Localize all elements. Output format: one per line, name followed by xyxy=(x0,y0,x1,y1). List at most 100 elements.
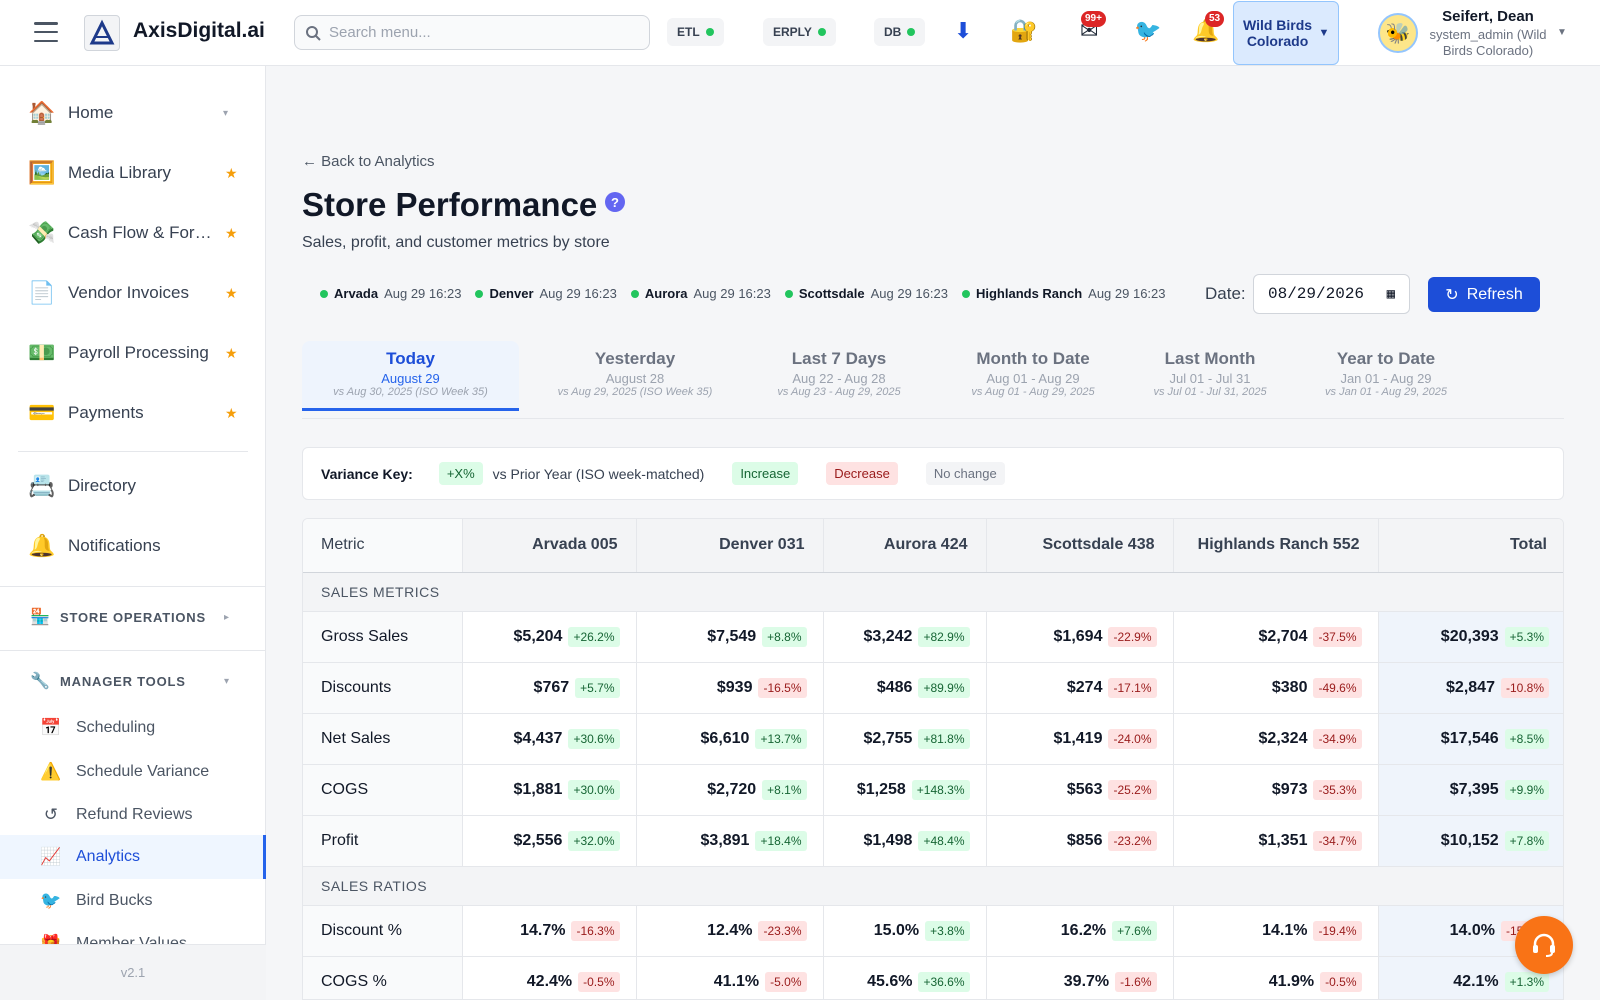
sidebar-item-analytics[interactable]: 📈 Analytics xyxy=(0,835,266,879)
metric-cell: $939 -16.5% xyxy=(636,662,824,714)
sidebar-item-bird-bucks[interactable]: 🐦 Bird Bucks xyxy=(0,879,266,923)
metric-cell: 45.6% +36.6% xyxy=(823,956,987,999)
variance-badge: -0.5% xyxy=(578,971,620,992)
tab-month-to-date[interactable]: Month to Date Aug 01 - Aug 29 vs Aug 01 … xyxy=(943,341,1123,411)
metric-value: $6,610 xyxy=(700,729,750,747)
variance-badge: +8.1% xyxy=(762,779,807,800)
support-chat-button[interactable] xyxy=(1515,916,1573,974)
metric-cell: $274 -17.1% xyxy=(986,662,1174,714)
sidebar-item-media-library[interactable]: 🖼️ Media Library ★ xyxy=(0,148,266,198)
mail-icon[interactable]: ✉ 99+ xyxy=(1080,11,1106,44)
refresh-icon: ↺ xyxy=(43,805,59,824)
metric-value: $4,437 xyxy=(513,729,563,747)
sidebar-item-scheduling[interactable]: 📅 Scheduling xyxy=(0,706,266,750)
etl-status[interactable]: ETL xyxy=(667,18,724,46)
table-row[interactable]: Discount % 14.7% -16.3% 12.4% -23.3% 15.0% +3.… xyxy=(303,905,1563,957)
tab-yesterday[interactable]: Yesterday August 28 vs Aug 29, 2025 (ISO… xyxy=(535,341,735,411)
tab-comparison: vs Jul 01 - Jul 31, 2025 xyxy=(1153,386,1267,398)
bell-icon[interactable]: 🔔 53 xyxy=(1192,11,1225,44)
table-row[interactable]: COGS % 42.4% -0.5% 41.1% -5.0% 45.6% +36.6% 39.… xyxy=(303,956,1563,999)
sidebar-item-schedule-variance[interactable]: ⚠️ Schedule Variance xyxy=(0,750,266,794)
variance-badge: +1.3% xyxy=(1504,971,1549,992)
metric-value: $10,152 xyxy=(1440,831,1499,849)
table-row[interactable]: Discounts $767 +5.7% $939 -16.5% $486 +89.9% $2… xyxy=(303,662,1563,714)
bird-icon[interactable]: 🐦 xyxy=(1134,18,1162,43)
search-input[interactable] xyxy=(329,24,629,41)
metric-cell: $767 +5.7% xyxy=(462,662,637,714)
variance-badge: -17.1% xyxy=(1108,677,1157,698)
table-row[interactable]: Gross Sales $5,204 +26.2% $7,549 +8.8% $3,242… xyxy=(303,611,1563,663)
metric-cell: $1,498 +48.4% xyxy=(823,815,987,867)
sync-time: Aug 29 16:23 xyxy=(693,286,771,301)
table-row[interactable]: Profit $2,556 +32.0% $3,891 +18.4% $1,498 +48.… xyxy=(303,815,1563,867)
tab-today[interactable]: Today August 29 vs Aug 30, 2025 (ISO Wee… xyxy=(302,341,519,411)
variance-badge: -37.5% xyxy=(1313,626,1362,647)
column-header[interactable]: Metric xyxy=(303,519,463,573)
metric-cell: $1,881 +30.0% xyxy=(462,764,637,816)
sidebar-item-cash-flow[interactable]: 💸 Cash Flow & Forecasting ★ xyxy=(0,208,266,258)
metric-cell: $7,395 +9.9% xyxy=(1378,764,1563,816)
section-manager-tools[interactable]: 🔧 MANAGER TOOLS ▾ xyxy=(0,661,266,701)
table-row[interactable]: Net Sales $4,437 +30.6% $6,610 +13.7% $2,755 +… xyxy=(303,713,1563,765)
variance-badge: -23.3% xyxy=(758,920,807,941)
lock-icon[interactable]: 🔐 xyxy=(1010,18,1038,43)
sidebar-item-directory[interactable]: 📇 Directory xyxy=(0,461,266,511)
date-input[interactable]: 08/29/2026 ▦ xyxy=(1253,274,1410,314)
tab-last-7-days[interactable]: Last 7 Days Aug 22 - Aug 28 vs Aug 23 - … xyxy=(749,341,929,411)
db-status[interactable]: DB xyxy=(874,18,926,46)
metric-name: COGS xyxy=(303,764,463,816)
sidebar-item-refund-reviews[interactable]: ↺ Refund Reviews xyxy=(0,793,266,837)
metric-name: Discount % xyxy=(303,905,463,957)
page-subtitle: Sales, profit, and customer metrics by s… xyxy=(302,234,610,251)
sidebar-item-payroll[interactable]: 💵 Payroll Processing ★ xyxy=(0,328,266,378)
table-row[interactable]: COGS $1,881 +30.0% $2,720 +8.1% $1,258 +148.3%… xyxy=(303,764,1563,816)
column-header[interactable]: Scottsdale 438 xyxy=(986,519,1174,573)
variance-badge: +30.0% xyxy=(568,779,620,800)
sidebar-item-label: Notifications xyxy=(68,536,161,555)
erply-status[interactable]: ERPLY xyxy=(763,18,836,46)
tab-last-month[interactable]: Last Month Jul 01 - Jul 31 vs Jul 01 - J… xyxy=(1135,341,1285,411)
section-label: MANAGER TOOLS xyxy=(60,673,186,689)
favorite-star-icon[interactable]: ★ xyxy=(225,284,238,301)
section-store-operations[interactable]: 🏪 STORE OPERATIONS ▸ xyxy=(0,597,266,637)
user-name[interactable]: Seifert, Dean xyxy=(1442,8,1534,25)
column-header[interactable]: Highlands Ranch 552 xyxy=(1173,519,1379,573)
back-link[interactable]: ← Back to Analytics xyxy=(302,153,435,170)
chevron-down-icon[interactable]: ▾ xyxy=(223,107,229,119)
hamburger-menu-icon[interactable] xyxy=(34,22,58,42)
tab-comparison: vs Aug 30, 2025 (ISO Week 35) xyxy=(333,386,488,398)
store-selector[interactable]: Wild Birds Colorado ▼ xyxy=(1233,1,1339,65)
metric-cell: $1,258 +148.3% xyxy=(823,764,987,816)
calendar-icon[interactable]: ▦ xyxy=(1386,286,1395,303)
sidebar-item-notifications[interactable]: 🔔 Notifications xyxy=(0,521,266,571)
sidebar-item-label: Scheduling xyxy=(76,719,156,736)
download-icon[interactable]: ⬇ xyxy=(954,18,973,43)
refresh-button[interactable]: ↻ Refresh xyxy=(1428,277,1540,312)
help-icon[interactable]: ? xyxy=(605,192,625,212)
column-header[interactable]: Arvada 005 xyxy=(462,519,637,573)
avatar[interactable]: 🐝 xyxy=(1378,13,1418,53)
favorite-star-icon[interactable]: ★ xyxy=(225,344,238,361)
brand-logo[interactable] xyxy=(84,15,120,51)
column-header[interactable]: Denver 031 xyxy=(636,519,824,573)
metric-value: 42.4% xyxy=(526,972,573,990)
metric-cell: $20,393 +5.3% xyxy=(1378,611,1563,663)
brand-name: AxisDigital.ai xyxy=(133,19,265,42)
warning-icon: ⚠️ xyxy=(40,762,62,781)
metric-name: Profit xyxy=(303,815,463,867)
column-header[interactable]: Total xyxy=(1378,519,1563,573)
column-header[interactable]: Aurora 424 xyxy=(823,519,987,573)
sidebar-item-home[interactable]: 🏠 Home ▾ xyxy=(0,88,266,138)
favorite-star-icon[interactable]: ★ xyxy=(225,164,238,181)
search-box[interactable] xyxy=(294,15,650,50)
favorite-star-icon[interactable]: ★ xyxy=(225,404,238,421)
favorite-star-icon[interactable]: ★ xyxy=(225,224,238,241)
sidebar-item-payments[interactable]: 💳 Payments ★ xyxy=(0,388,266,438)
tab-year-to-date[interactable]: Year to Date Jan 01 - Aug 29 vs Jan 01 -… xyxy=(1302,341,1470,411)
metric-value: $1,258 xyxy=(856,780,906,798)
variance-badge: +5.7% xyxy=(575,677,620,698)
user-menu-chevron-icon[interactable]: ▼ xyxy=(1557,27,1567,38)
metric-value: 14.1% xyxy=(1262,921,1308,939)
metric-name: Net Sales xyxy=(303,713,463,765)
sidebar-item-vendor-invoices[interactable]: 📄 Vendor Invoices ★ xyxy=(0,268,266,318)
